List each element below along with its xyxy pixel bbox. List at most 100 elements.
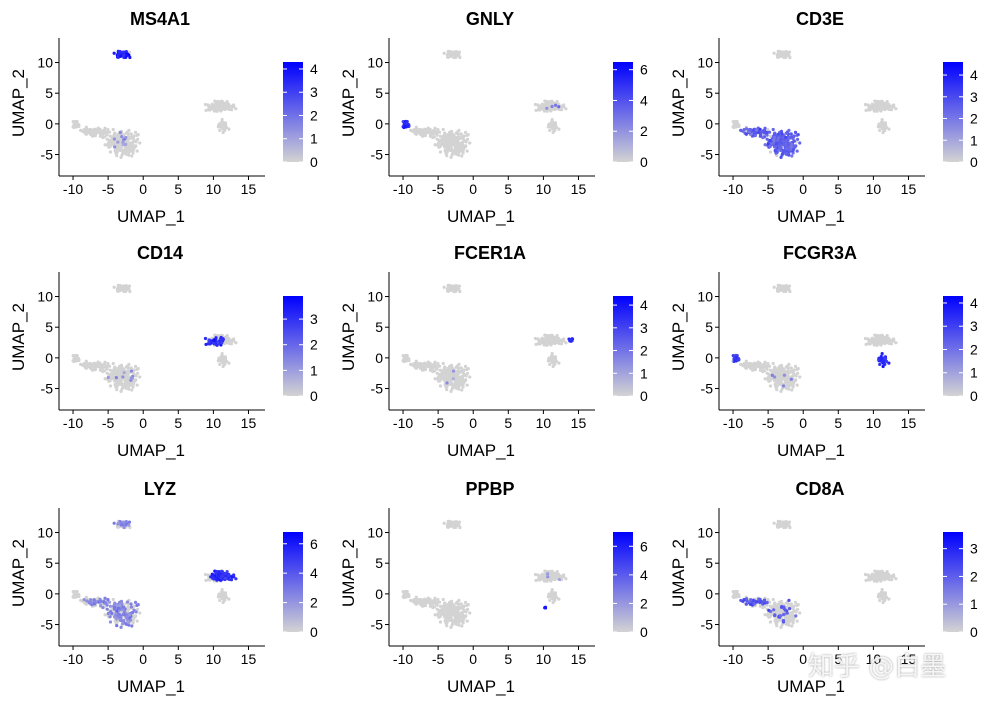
point-expressed (798, 141, 802, 145)
point (776, 370, 780, 374)
point (220, 595, 225, 599)
point (877, 123, 881, 128)
point-expressed (784, 139, 788, 143)
point (450, 385, 455, 390)
y-tick-label: -5 (701, 147, 714, 163)
point (124, 147, 129, 151)
point (442, 372, 446, 376)
point-expressed (734, 355, 739, 359)
point-expressed (122, 525, 126, 530)
y-tick-label: 10 (37, 289, 53, 305)
point (559, 342, 564, 346)
point (787, 50, 792, 54)
point-expressed (121, 618, 126, 623)
point-expressed (125, 616, 129, 620)
point-expressed (780, 132, 784, 136)
point (203, 102, 208, 107)
point-expressed (796, 132, 800, 137)
point-expressed (781, 384, 786, 388)
point (229, 342, 234, 346)
point-expressed (795, 149, 799, 153)
x-tick-label: -10 (393, 415, 413, 431)
point-expressed (108, 615, 112, 619)
x-tick-label: 10 (866, 415, 882, 431)
point (441, 127, 445, 132)
colorbar (943, 296, 963, 396)
point-expressed (782, 142, 786, 146)
colorbar-label: 0 (640, 154, 648, 170)
point-expressed (784, 151, 788, 156)
point (779, 389, 783, 393)
colorbar-label: 1 (310, 131, 318, 147)
point-expressed (124, 621, 128, 626)
point (739, 362, 743, 366)
colorbar-label: 4 (970, 67, 978, 83)
x-tick-label: 10 (536, 651, 552, 667)
point (867, 339, 871, 343)
point (117, 145, 121, 149)
point-expressed (112, 605, 117, 610)
point (463, 600, 468, 604)
point (112, 132, 117, 137)
point-expressed (780, 151, 785, 156)
point (79, 598, 83, 602)
point (127, 387, 131, 391)
colorbar-label: 4 (310, 565, 318, 581)
point (442, 521, 446, 525)
point (446, 136, 450, 140)
point-expressed (119, 54, 123, 58)
point-expressed (451, 369, 456, 373)
point-expressed (129, 605, 134, 609)
point (463, 130, 468, 134)
point (555, 99, 559, 104)
point (223, 340, 228, 344)
point (103, 143, 107, 147)
point (130, 154, 134, 158)
points (71, 49, 238, 159)
x-tick-label: 15 (241, 415, 257, 431)
colorbar-label: 0 (970, 388, 978, 404)
point (772, 285, 776, 289)
point (438, 384, 443, 388)
x-tick-label: 5 (174, 181, 182, 197)
point (749, 362, 753, 366)
point (549, 356, 554, 360)
point (765, 364, 769, 369)
x-axis-label: UMAP_1 (777, 207, 845, 226)
y-tick-label: 0 (375, 586, 383, 602)
point (124, 289, 128, 294)
point-expressed (784, 147, 789, 151)
point (883, 340, 888, 344)
point-expressed (203, 336, 208, 341)
point (103, 613, 107, 617)
point (551, 130, 555, 135)
point (442, 138, 446, 142)
point (98, 368, 102, 372)
point-expressed (114, 612, 118, 616)
point (560, 339, 564, 343)
point-expressed (125, 600, 130, 604)
points (401, 283, 575, 393)
point-expressed (786, 136, 790, 140)
point (108, 373, 112, 377)
point-expressed (127, 523, 131, 527)
point (454, 55, 458, 60)
point (735, 124, 740, 128)
point (218, 362, 222, 367)
point (457, 387, 461, 391)
point-expressed (877, 357, 881, 362)
point (452, 142, 456, 146)
point (450, 151, 455, 156)
point (84, 132, 88, 136)
x-tick-label: -5 (762, 415, 775, 431)
point (464, 378, 468, 382)
point (105, 364, 109, 369)
point-expressed (771, 127, 775, 132)
point-expressed (784, 131, 788, 135)
x-tick-label: -5 (102, 651, 115, 667)
point (794, 378, 798, 382)
x-tick-label: -5 (102, 415, 115, 431)
colorbar-label: 4 (640, 297, 648, 313)
point (451, 148, 456, 153)
point (456, 377, 460, 381)
